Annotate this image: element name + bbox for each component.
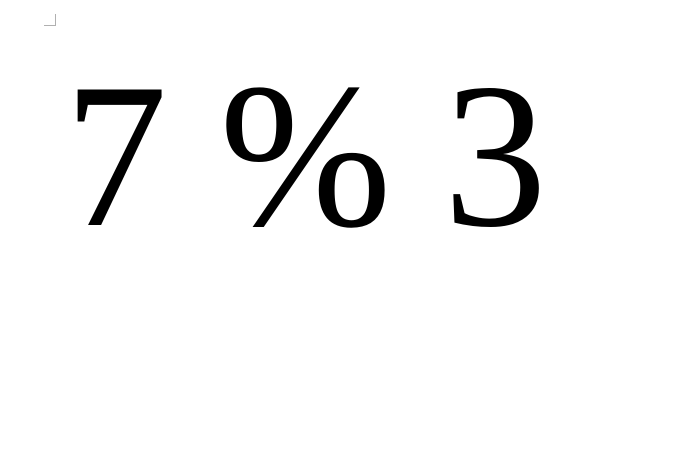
expression-text: 7 % 3	[64, 41, 547, 270]
text-boundary-corner-mark	[44, 14, 56, 26]
